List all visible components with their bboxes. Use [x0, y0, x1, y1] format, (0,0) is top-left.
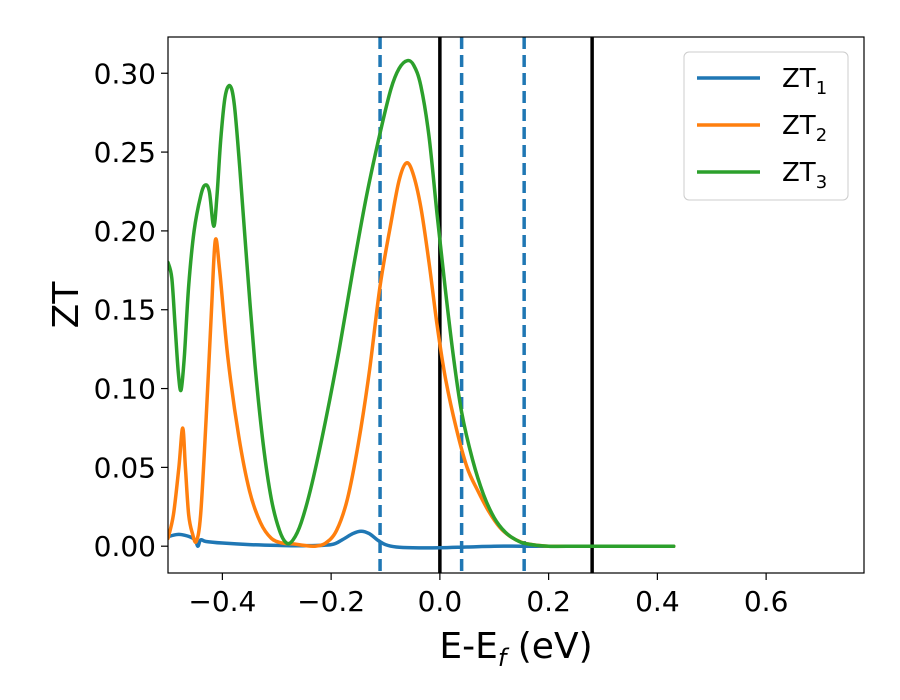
- vertical-lines: [378, 37, 594, 573]
- y-tick-label: 0.30: [94, 57, 156, 90]
- legend-label-main: ZT: [782, 111, 816, 141]
- y-tick-label: 0.20: [94, 215, 156, 248]
- x-tick-label: −0.4: [188, 585, 256, 618]
- legend-label: ZT2: [782, 111, 827, 146]
- x-tick-label: 0.0: [418, 585, 463, 618]
- y-tick-label: 0.15: [94, 294, 156, 327]
- y-tick-label: 0.00: [94, 530, 156, 563]
- x-tick-label: −0.2: [297, 585, 365, 618]
- x-axis-label-main: E-E: [439, 626, 497, 667]
- y-tick-label: 0.10: [94, 373, 156, 406]
- legend-label-sub: 3: [816, 172, 827, 193]
- legend-label-main: ZT: [782, 158, 816, 188]
- legend-label-sub: 2: [816, 125, 827, 146]
- legend-label-sub: 1: [816, 78, 827, 99]
- x-tick-label: 0.6: [744, 585, 789, 618]
- x-axis-label-unit: (eV): [506, 626, 592, 667]
- series-line-zt3: [168, 58, 676, 549]
- plot-frame: [167, 36, 865, 574]
- legend-box: [683, 51, 849, 201]
- y-axis-label: ZT: [46, 281, 87, 329]
- x-axis-label: E-Ef (eV): [439, 626, 592, 672]
- legend-label: ZT3: [782, 158, 827, 193]
- y-tick-label: 0.25: [94, 136, 156, 169]
- legend-label-main: ZT: [782, 64, 816, 94]
- x-tick-label: 0.2: [526, 585, 571, 618]
- y-tick-label: 0.05: [94, 451, 156, 484]
- x-axis-ticks: −0.4 −0.2 0.0 0.2 0.4 0.6: [188, 573, 788, 618]
- x-tick-label: 0.4: [635, 585, 680, 618]
- series-lines: [168, 58, 676, 550]
- legend-label: ZT1: [782, 64, 827, 99]
- y-axis-ticks: 0.00 0.05 0.10 0.15 0.20 0.25 0.30: [94, 57, 168, 563]
